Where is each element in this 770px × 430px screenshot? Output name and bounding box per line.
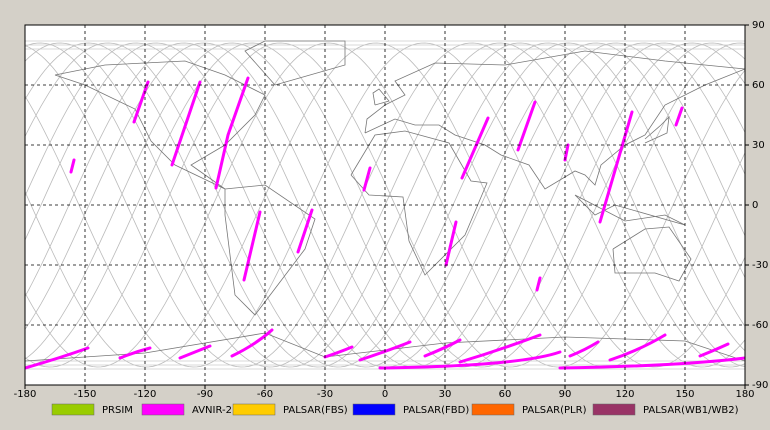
obs-track: [568, 340, 600, 358]
obs-track: [444, 220, 458, 267]
legend-label: PRSIM: [102, 405, 133, 416]
obs-track: [132, 80, 150, 124]
y-tick-label: 30: [752, 140, 765, 151]
obs-track: [608, 333, 667, 362]
y-tick-label: -30: [752, 260, 768, 271]
obs-track: [230, 328, 274, 358]
obs-track: [674, 106, 684, 127]
obs-track: [516, 100, 537, 152]
x-tick-label: 180: [735, 389, 754, 400]
obs-track: [118, 346, 152, 360]
orbit-track: [25, 42, 745, 368]
x-tick-label: -180: [14, 389, 37, 400]
y-tick-label: 60: [752, 80, 765, 91]
obs-track: [69, 158, 76, 174]
legend-swatch: [592, 403, 636, 416]
x-tick-label: 30: [439, 389, 452, 400]
legend-swatch: [51, 403, 95, 416]
coastline: [644, 115, 670, 144]
obs-track: [170, 80, 202, 167]
orbit-track: [25, 42, 745, 368]
map-border: [24, 24, 746, 386]
x-tick-label: 90: [559, 389, 572, 400]
coastline: [244, 40, 346, 86]
observation-tracks: [25, 76, 745, 370]
orbit-track: [25, 42, 745, 368]
obs-track: [296, 208, 314, 254]
orbit-track: [25, 42, 745, 368]
coastline: [350, 130, 488, 276]
x-tick-label: -90: [197, 389, 213, 400]
y-tick-label: 0: [752, 200, 758, 211]
x-tick-label: 150: [675, 389, 694, 400]
legend: PRSIM AVNIR-2 PALSAR(FBS) PALSAR(FBD) PALSAR…: [51, 403, 739, 416]
y-tick-label: -90: [752, 380, 768, 391]
obs-track: [563, 143, 570, 162]
obs-track: [698, 342, 730, 358]
obs-track: [378, 350, 562, 370]
legend-swatch: [352, 403, 396, 416]
x-tick-label: -120: [134, 389, 157, 400]
obs-track: [535, 276, 542, 292]
x-tick-label: 120: [615, 389, 634, 400]
obs-track: [178, 344, 212, 360]
x-tick-label: -30: [317, 389, 333, 400]
x-tick-label: -60: [257, 389, 273, 400]
legend-swatch: [471, 403, 515, 416]
obs-track: [460, 116, 490, 180]
legend-label: AVNIR-2: [192, 405, 232, 416]
obs-track: [242, 210, 262, 282]
y-tick-label: -60: [752, 320, 768, 331]
legend-label: PALSAR(FBD): [403, 405, 469, 416]
x-tick-label: 0: [382, 389, 388, 400]
legend-swatch: [141, 403, 185, 416]
coastline: [224, 184, 316, 316]
legend-label: PALSAR(FBS): [283, 405, 348, 416]
legend-swatch: [232, 403, 276, 416]
obs-track: [458, 333, 542, 364]
legend-label: PALSAR(PLR): [522, 405, 587, 416]
y-tick-label: 90: [752, 20, 765, 31]
x-tick-label: -150: [74, 389, 97, 400]
coastline: [372, 88, 390, 106]
x-tick-label: 60: [499, 389, 512, 400]
obs-track: [598, 110, 634, 224]
obs-track: [362, 166, 372, 192]
obs-track: [323, 345, 354, 359]
legend-label: PALSAR(WB1/WB2): [643, 405, 739, 416]
obs-track: [423, 338, 462, 358]
obs-track: [358, 340, 412, 362]
coastline: [612, 226, 692, 282]
obs-track: [558, 356, 745, 370]
obs-track: [25, 346, 90, 370]
obs-track: [214, 76, 250, 190]
